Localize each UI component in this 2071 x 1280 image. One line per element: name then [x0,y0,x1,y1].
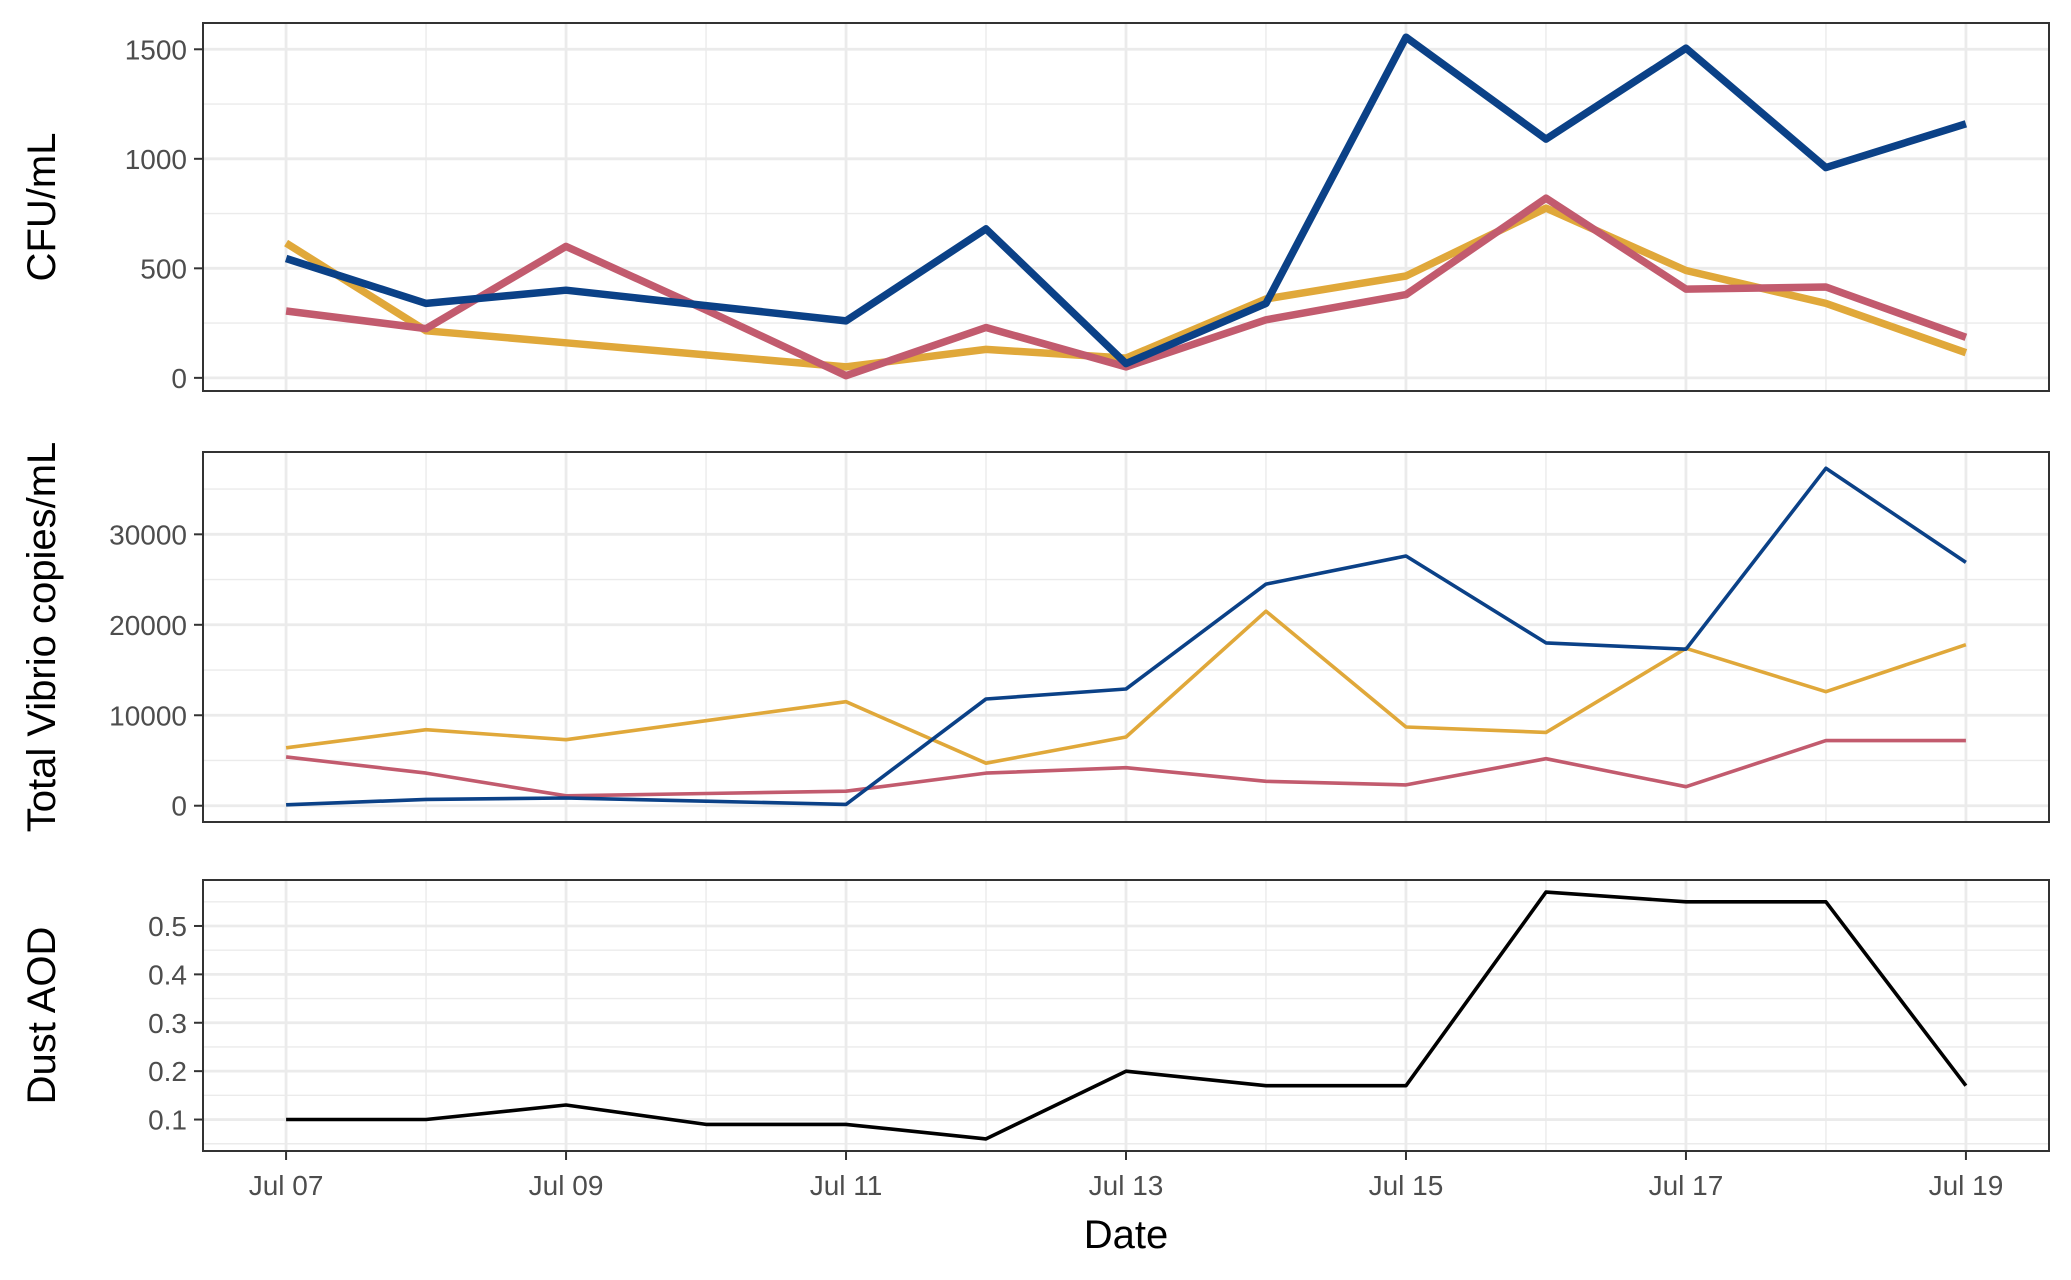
x-tick-label: Jul 17 [1649,1170,1724,1201]
y-tick-label: 0 [171,791,187,822]
series-line-1 [286,890,1968,1141]
y-tick-label: 0.4 [148,959,187,990]
x-axis-title: Date [1084,1213,1169,1257]
y-tick-label: 1000 [125,144,187,175]
panel-3: 0.1 0.2 0.3 0.4 0.5 Dust AOD [20,879,2050,1152]
panel-border [202,22,2050,392]
x-tick-label: Jul 13 [1089,1170,1164,1201]
panel-border [202,451,2050,823]
y-tick-label: 1500 [125,34,187,65]
y-tick-label: 0.2 [148,1056,187,1087]
series-line-1 [284,204,1968,371]
x-tick-label: Jul 15 [1369,1170,1444,1201]
series-line-2 [285,738,1966,798]
y-tick-label: 30000 [109,519,187,550]
x-tick-label: Jul 19 [1929,1170,2004,1201]
series-line-3 [284,33,1968,368]
y-tick-label: 0 [171,363,187,394]
y-axis-title: Dust AOD [20,927,64,1105]
y-tick-label: 0.3 [148,1008,187,1039]
x-tick-label: Jul 07 [249,1170,324,1201]
y-tick-label: 0.5 [148,911,187,942]
panel-1: 0 500 1000 1500 CFU/mL [20,22,2050,394]
x-tick-label: Jul 09 [529,1170,604,1201]
y-axis-title: CFU/mL [20,133,64,282]
gridlines [203,452,2049,822]
y-tick-label: 500 [140,253,187,284]
y-tick-label: 20000 [109,610,187,641]
x-axis: Jul 07 Jul 09 Jul 11 Jul 13 Jul 15 Jul 17 Jul … [249,1151,2004,1201]
panel-2: 0 10000 20000 30000 Total Vibrio copies/mL [20,442,2050,833]
y-tick-label: 0.1 [148,1105,187,1136]
gridlines [203,23,2049,391]
y-axis-title: Total Vibrio copies/mL [20,442,64,833]
panels: 0 500 1000 1500 CFU/mL 0 10000 20000 30000 Total … [20,22,2050,1152]
series-line-3 [286,466,1967,807]
y-tick-label: 10000 [109,700,187,731]
x-tick-label: Jul 11 [810,1170,883,1201]
